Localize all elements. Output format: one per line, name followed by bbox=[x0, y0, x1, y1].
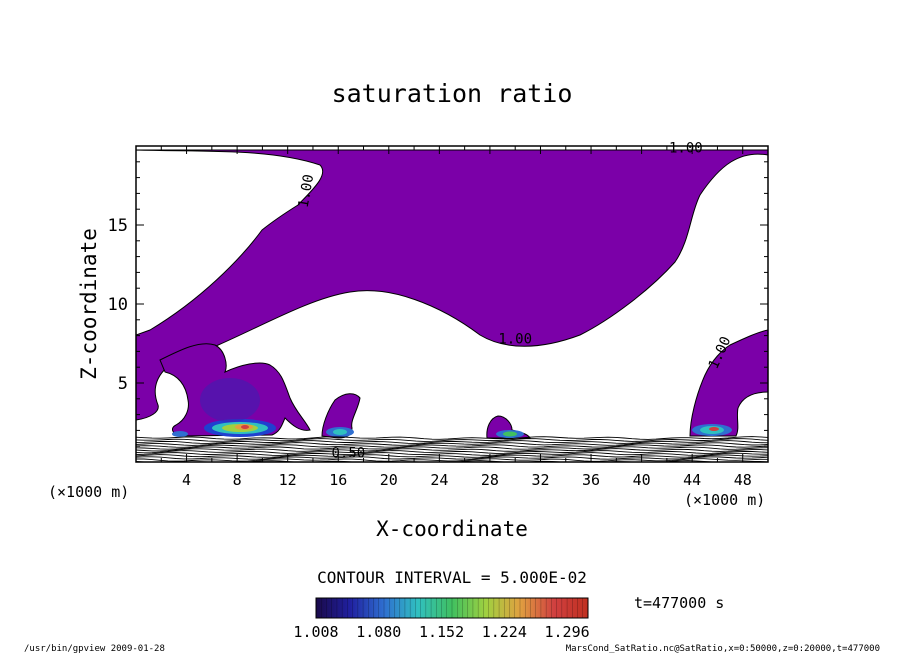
footer-left: /usr/bin/gpview 2009-01-28 bbox=[24, 644, 165, 654]
x-tick-label: 40 bbox=[633, 471, 651, 489]
contour-label: 1.00 bbox=[498, 332, 532, 348]
surface-contour bbox=[136, 436, 768, 440]
y-tick-label: 10 bbox=[108, 295, 128, 315]
cloud-cores bbox=[172, 378, 732, 438]
colorbar-tick-label: 1.152 bbox=[419, 623, 464, 641]
colorbar-tick-label: 1.008 bbox=[293, 623, 338, 641]
contour-label: 1.00 bbox=[296, 173, 318, 209]
x-tick-label: 4 bbox=[182, 471, 191, 489]
contour-label: 0.50 bbox=[331, 445, 365, 461]
surface-contour bbox=[136, 444, 768, 448]
x-tick-label: 12 bbox=[279, 471, 297, 489]
footer-right: MarsCond_SatRatio.nc@SatRatio,x=0:50000,… bbox=[566, 644, 880, 654]
time-label: t=477000 s bbox=[634, 594, 724, 612]
x-tick-label: 32 bbox=[531, 471, 549, 489]
surface-contour bbox=[136, 442, 768, 446]
colorbar-tick-label: 1.296 bbox=[544, 623, 589, 641]
x-tick-label: 36 bbox=[582, 471, 600, 489]
surface-contour bbox=[136, 440, 768, 444]
chart-title: saturation ratio bbox=[332, 79, 573, 108]
y-tick-label: 5 bbox=[118, 374, 128, 394]
surface-contour bbox=[136, 450, 768, 454]
saturation-region-upper bbox=[136, 149, 768, 421]
colorbar: 1.008 1.080 1.152 1.224 1.296 bbox=[293, 597, 590, 641]
surface-contour-lines bbox=[136, 436, 768, 462]
x-tick-label: 16 bbox=[329, 471, 347, 489]
surface-contour bbox=[136, 458, 768, 462]
x-axis: 4 8 12 16 20 24 28 32 36 40 44 48 bbox=[135, 146, 769, 489]
x-tick-label: 8 bbox=[233, 471, 242, 489]
surface-contour bbox=[136, 446, 768, 450]
surface-contour bbox=[136, 448, 768, 452]
contour-labels: 1.001.001.00 1.000.50 bbox=[296, 140, 735, 461]
x-unit-right: (×1000 m) bbox=[684, 491, 765, 509]
y-axis: 5 10 15 bbox=[108, 145, 768, 463]
x-tick-label: 44 bbox=[683, 471, 701, 489]
contour-interval: CONTOUR INTERVAL = 5.000E-02 bbox=[317, 568, 587, 587]
colorbar-tick-label: 1.080 bbox=[356, 623, 401, 641]
y-axis-label: Z-coordinate bbox=[77, 228, 101, 380]
surface-contour bbox=[136, 438, 768, 442]
x-tick-label: 28 bbox=[481, 471, 499, 489]
x-axis-label: X-coordinate bbox=[376, 517, 528, 541]
surface-contour bbox=[136, 454, 768, 458]
colorbar-tick-label: 1.224 bbox=[482, 623, 527, 641]
cloud-cell-46 bbox=[689, 329, 768, 437]
colorbar-ticks: 1.008 1.080 1.152 1.224 1.296 bbox=[293, 598, 590, 641]
contour-label: 1.00 bbox=[669, 140, 703, 156]
plot-area bbox=[136, 146, 768, 462]
x-unit-left: (×1000 m) bbox=[48, 483, 129, 501]
x-tick-label: 20 bbox=[380, 471, 398, 489]
x-tick-label: 48 bbox=[734, 471, 752, 489]
x-tick-label: 24 bbox=[430, 471, 448, 489]
y-tick-label: 15 bbox=[108, 216, 128, 236]
surface-contour bbox=[136, 452, 768, 456]
unsaturated-pocket bbox=[136, 149, 323, 336]
surface-contour bbox=[136, 456, 768, 460]
